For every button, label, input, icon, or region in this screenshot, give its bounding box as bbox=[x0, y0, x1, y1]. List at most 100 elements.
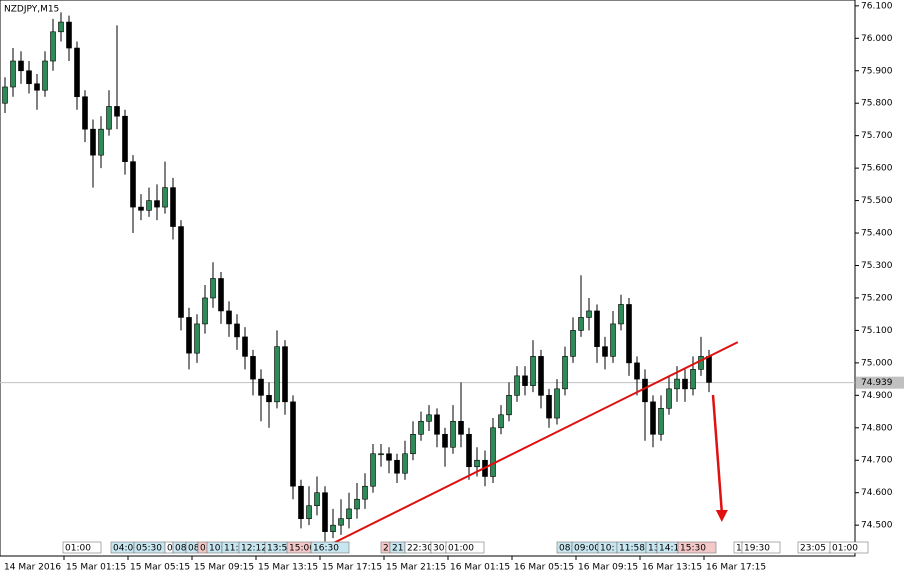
candle-body bbox=[242, 336, 248, 357]
event-label: 10: bbox=[209, 544, 223, 554]
candle-body bbox=[650, 401, 656, 435]
candle-body bbox=[674, 378, 680, 390]
candle-body bbox=[450, 421, 456, 448]
candle-body bbox=[42, 60, 48, 91]
candle-body bbox=[218, 278, 224, 312]
candle-body bbox=[186, 317, 192, 354]
current-price-label: 74.939 bbox=[861, 378, 893, 388]
candle-body bbox=[474, 459, 480, 468]
event-label: 2 bbox=[383, 544, 389, 554]
candle-body bbox=[490, 427, 496, 477]
candle-body bbox=[626, 304, 632, 364]
event-label: 08 bbox=[188, 544, 200, 554]
event-label: 0 bbox=[200, 544, 206, 554]
x-tick-label: 16 Mar 01:15 bbox=[450, 563, 510, 573]
candle-body bbox=[410, 433, 416, 455]
y-tick-label: 75.100 bbox=[861, 326, 893, 336]
candle-body bbox=[282, 346, 288, 403]
y-tick-label: 76.000 bbox=[861, 34, 893, 44]
event-label: 22:30 bbox=[407, 544, 433, 554]
candle-body bbox=[522, 375, 528, 386]
y-tick-label: 74.800 bbox=[861, 423, 893, 433]
event-label: 01:00 bbox=[448, 544, 474, 554]
y-tick-label: 74.600 bbox=[861, 488, 893, 498]
x-tick-label: 15 Mar 13:15 bbox=[258, 563, 318, 573]
event-label: 08: bbox=[559, 544, 573, 554]
candle-body bbox=[226, 310, 232, 325]
event-label: 01:00 bbox=[832, 544, 858, 554]
candle-body bbox=[146, 200, 152, 211]
event-label: 23:05 bbox=[800, 544, 826, 554]
x-tick-label: 16 Mar 17:15 bbox=[706, 563, 766, 573]
candle-body bbox=[602, 346, 608, 357]
event-flag bbox=[445, 541, 485, 554]
candle-body bbox=[194, 323, 200, 354]
candle-body bbox=[322, 492, 328, 532]
plot-frame bbox=[0, 0, 856, 557]
event-label: 01:00 bbox=[65, 544, 91, 554]
y-tick-label: 74.900 bbox=[861, 391, 893, 401]
candle-body bbox=[90, 128, 96, 156]
event-label: 05:30 bbox=[136, 544, 162, 554]
y-tick-label: 75.000 bbox=[861, 358, 893, 368]
candle-body bbox=[274, 346, 280, 403]
event-label: 12:12 bbox=[241, 544, 267, 554]
candle-body bbox=[458, 421, 464, 435]
candle-body bbox=[362, 485, 368, 500]
x-tick-label: 14 Mar 2016 bbox=[4, 563, 61, 573]
candle-body bbox=[106, 106, 112, 130]
candle-body bbox=[658, 408, 664, 435]
candle-body bbox=[178, 226, 184, 318]
candle-body bbox=[50, 31, 56, 62]
y-tick-label: 75.700 bbox=[861, 131, 893, 141]
event-label: 10: bbox=[600, 544, 614, 554]
event-label: 16:30 bbox=[313, 544, 339, 554]
candle-body bbox=[426, 414, 432, 422]
x-tick-label: 15 Mar 05:15 bbox=[130, 563, 190, 573]
event-label: 30: bbox=[433, 544, 447, 554]
candle-body bbox=[706, 356, 712, 383]
x-tick-label: 16 Mar 05:15 bbox=[514, 563, 574, 573]
event-label: 14:1 bbox=[659, 544, 679, 554]
event-label: 0 bbox=[167, 544, 173, 554]
y-tick-label: 75.300 bbox=[861, 261, 893, 271]
candle-body bbox=[434, 414, 440, 435]
candle-body bbox=[266, 395, 272, 403]
y-tick-label: 74.500 bbox=[861, 521, 893, 531]
candle-body bbox=[586, 310, 592, 318]
candle-body bbox=[330, 524, 336, 532]
y-tick-label: 75.500 bbox=[861, 196, 893, 206]
candle-body bbox=[666, 388, 672, 409]
event-label: 15:00 bbox=[289, 544, 315, 554]
candle-body bbox=[258, 378, 264, 396]
event-flag bbox=[829, 541, 869, 554]
x-tick-label: 16 Mar 09:15 bbox=[578, 563, 638, 573]
event-label: 13 bbox=[648, 544, 659, 554]
arrow-head bbox=[715, 509, 728, 522]
event-flag bbox=[741, 541, 781, 554]
candle-body bbox=[634, 362, 640, 380]
candle-body bbox=[66, 21, 72, 49]
candle-body bbox=[74, 47, 80, 98]
candle-body bbox=[402, 453, 408, 474]
candle-body bbox=[130, 161, 136, 208]
x-tick-label: 16 Mar 13:15 bbox=[642, 563, 702, 573]
candle-body bbox=[26, 70, 32, 85]
candle-body bbox=[442, 433, 448, 448]
candle-body bbox=[34, 83, 40, 91]
candle-body bbox=[162, 187, 168, 208]
event-flag bbox=[310, 541, 350, 554]
candle-body bbox=[314, 492, 320, 506]
candle-body bbox=[10, 60, 16, 88]
candle-body bbox=[298, 485, 304, 519]
arrow-shaft bbox=[711, 394, 724, 513]
event-label: 19:30 bbox=[744, 544, 770, 554]
x-tick-label: 15 Mar 17:15 bbox=[322, 563, 382, 573]
trendline bbox=[322, 341, 739, 550]
candle-body bbox=[138, 206, 144, 211]
candle-body bbox=[18, 60, 24, 72]
x-tick-label: 15 Mar 21:15 bbox=[386, 563, 446, 573]
event-label: 15:30 bbox=[680, 544, 706, 554]
candle-body bbox=[506, 395, 512, 416]
current-price-box bbox=[856, 376, 904, 389]
